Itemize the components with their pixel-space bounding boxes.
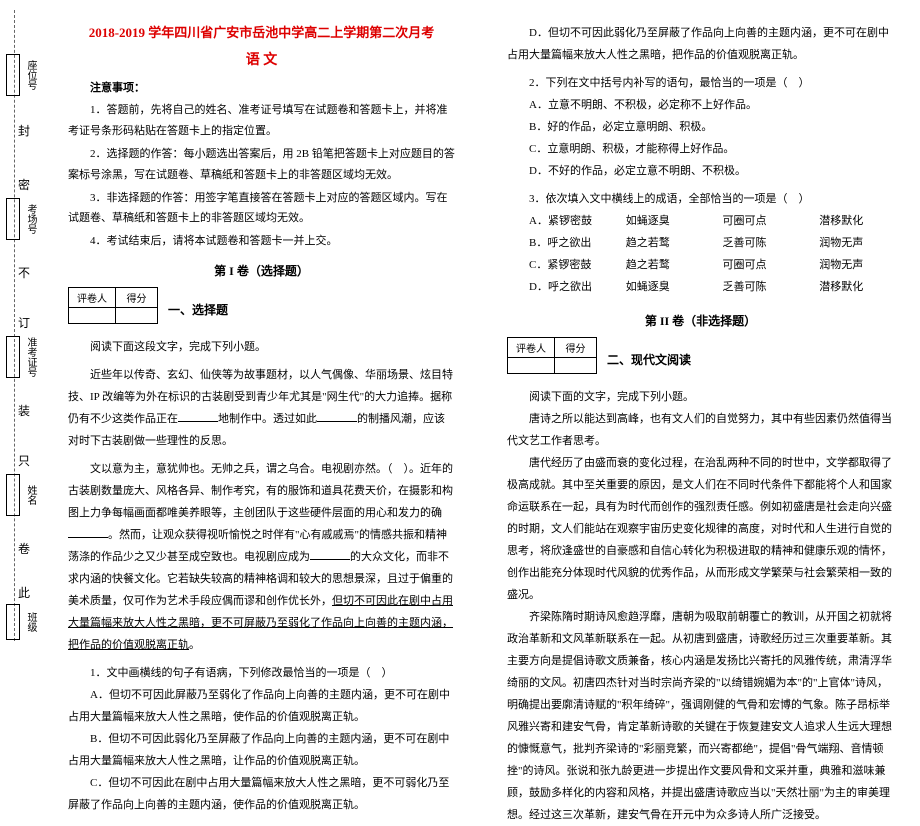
sheet2-title: 第 II 卷（非选择题） xyxy=(507,312,894,329)
binding-char: 卷 xyxy=(18,540,30,557)
exam-title: 2018-2019 学年四川省广安市岳池中学高二上学期第二次月考 xyxy=(68,22,455,41)
subsection-1: 一、选择题 xyxy=(168,301,228,318)
binding-char: 此 xyxy=(18,584,30,601)
subsection-2: 二、现代文阅读 xyxy=(607,351,691,368)
q3-stem: 3．依次填入文中横线上的成语，全部恰当的一项是（ ） xyxy=(507,188,894,210)
exam-subject: 语 文 xyxy=(68,49,455,69)
passage: 近些年以传奇、玄幻、仙侠等为故事题材，以人气偶像、华丽场景、炫目特技、IP 改编… xyxy=(68,364,455,452)
q3-option-row: B．呼之欲出趋之若鹜乏善可陈润物无声 xyxy=(507,232,894,254)
binding-margin: 座位号 封 密 考场号 不 订 准考证号 装 只 姓名 卷 此 班级 xyxy=(0,0,60,651)
q2-option: B．好的作品，必定立意明朗、积极。 xyxy=(507,116,894,138)
binding-char: 只 xyxy=(18,452,30,469)
score-col: 得分 xyxy=(116,288,158,308)
score-table-2: 评卷人得分 xyxy=(507,337,597,374)
notice-item: 1．答题前，先将自己的姓名、准考证号填写在试题卷和答题卡上，并将准考证号条形码粘… xyxy=(68,100,455,142)
q3-option-row: C．紧锣密鼓趋之若鹜可圈可点润物无声 xyxy=(507,254,894,276)
sheet1-title: 第 I 卷（选择题） xyxy=(68,262,455,279)
label-examid: 准考证号 xyxy=(23,337,38,377)
binding-char: 封 xyxy=(18,122,30,139)
passage: 文以意为主，意犹帅也。无帅之兵，谓之乌合。电视剧亦然。（ ）。近年的古装剧数量庞… xyxy=(68,458,455,656)
score-table: 评卷人得分 xyxy=(68,287,158,324)
q2-option: A．立意不明朗、不积极，必定称不上好作品。 xyxy=(507,94,894,116)
q2-option: C．立意明朗、积极，才能称得上好作品。 xyxy=(507,138,894,160)
binding-char: 装 xyxy=(18,402,30,419)
q2-stem: 2．下列在文中括号内补写的语句，最恰当的一项是（ ） xyxy=(507,72,894,94)
reading-prompt: 阅读下面这段文字，完成下列小题。 xyxy=(68,336,455,358)
q3-option-row: A．紧锣密鼓如蝇逐臭可圈可点潜移默化 xyxy=(507,210,894,232)
score-col: 评卷人 xyxy=(69,288,116,308)
notice-item: 4．考试结束后，请将本试题卷和答题卡一并上交。 xyxy=(68,231,455,252)
q1-option: B．但切不可因此弱化乃至屏蔽了作品向上向善的主题内涵，更不可在剧中占用大量篇幅来… xyxy=(68,728,455,772)
notice-item: 3．非选择题的作答：用签字笔直接答在答题卡上对应的答题区域内。写在试题卷、草稿纸… xyxy=(68,188,455,230)
binding-char: 订 xyxy=(18,314,30,331)
q3-option-row: D．呼之欲出如蝇逐臭乏善可陈潜移默化 xyxy=(507,276,894,298)
notice-heading: 注意事项： xyxy=(68,79,455,95)
notice-block: 1．答题前，先将自己的姓名、准考证号填写在试题卷和答题卡上，并将准考证号条形码粘… xyxy=(68,100,455,252)
passage2-para: 唐诗之所以能达到高峰，也有文人们的自觉努力，其中有些因素仍然值得当代文艺工作者思… xyxy=(507,408,894,452)
left-column: 座位号 封 密 考场号 不 订 准考证号 装 只 姓名 卷 此 班级 2018-… xyxy=(0,0,481,651)
passage2-para: 齐梁陈隋时期诗风愈趋浮靡，唐朝为吸取前朝覆亡的教训，从开国之初就将政治革新和文风… xyxy=(507,606,894,826)
q1-option: C．但切不可因此在剧中占用大量篇幅来放大人性之黑暗，更不可弱化乃至屏蔽了作品向上… xyxy=(68,772,455,816)
binding-char: 不 xyxy=(18,264,30,281)
q1-option: A．但切不可因此屏蔽乃至弱化了作品向上向善的主题内涵，更不可在剧中占用大量篇幅来… xyxy=(68,684,455,728)
notice-item: 2．选择题的作答：每小题选出答案后，用 2B 铅笔把答题卡上对应题目的答案标号涂… xyxy=(68,144,455,186)
score-col: 得分 xyxy=(555,338,597,358)
passage2-para: 唐代经历了由盛而衰的变化过程，在治乱两种不同的时世中，文学都取得了极高成就。其中… xyxy=(507,452,894,606)
label-seat: 座位号 xyxy=(23,60,38,90)
label-class: 班级 xyxy=(23,612,38,632)
right-column: D．但切不可因此弱化乃至屏蔽了作品向上向善的主题内涵，更不可在剧中占用大量篇幅来… xyxy=(481,0,920,651)
score-col: 评卷人 xyxy=(508,338,555,358)
q1-stem: 1．文中画横线的句子有语病，下列修改最恰当的一项是（ ） xyxy=(68,662,455,684)
label-name: 姓名 xyxy=(23,485,38,505)
label-examroom: 考场号 xyxy=(23,204,38,234)
q2-option: D．不好的作品，必定立意不明朗、不积极。 xyxy=(507,160,894,182)
q1-option: D．但切不可因此弱化乃至屏蔽了作品向上向善的主题内涵，更不可在剧中占用大量篇幅来… xyxy=(507,22,894,66)
reading-prompt-2: 阅读下面的文字，完成下列小题。 xyxy=(507,386,894,408)
binding-char: 密 xyxy=(18,176,30,193)
